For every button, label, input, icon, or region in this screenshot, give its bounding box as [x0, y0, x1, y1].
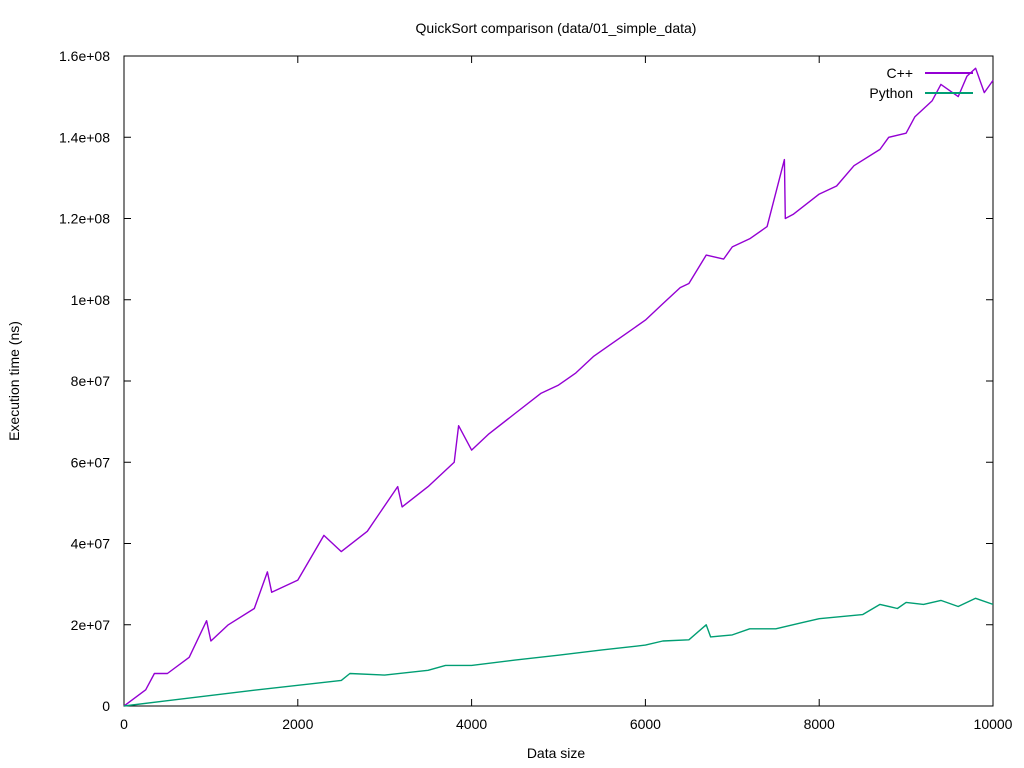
x-tick-label: 2000: [282, 716, 313, 732]
legend-label: C++: [887, 65, 913, 81]
x-tick-label: 6000: [630, 716, 661, 732]
y-tick-label: 0: [102, 698, 110, 714]
x-tick-label: 10000: [974, 716, 1013, 732]
y-tick-label: 8e+07: [71, 373, 111, 389]
y-tick-label: 1.2e+08: [59, 211, 110, 227]
x-tick-label: 0: [120, 716, 128, 732]
legend: C++ Python: [869, 65, 973, 101]
legend-label: Python: [869, 85, 913, 101]
y-tick-label: 6e+07: [71, 454, 111, 470]
x-tick-label: 8000: [804, 716, 835, 732]
y-tick-label: 2e+07: [71, 617, 111, 633]
x-axis-label: Data size: [527, 745, 586, 761]
x-tick-label: 4000: [456, 716, 487, 732]
y-axis-label: Execution time (ns): [6, 321, 22, 441]
series-lines: [123, 67, 994, 707]
series-line-c-: [123, 67, 994, 707]
chart-title: QuickSort comparison (data/01_simple_dat…: [416, 20, 697, 36]
series-line-python: [123, 597, 994, 707]
y-tick-label: 1e+08: [71, 292, 111, 308]
y-tick-label: 4e+07: [71, 536, 111, 552]
x-tick-labels: 0 2000 4000 6000 8000 10000: [120, 716, 1013, 732]
y-tick-label: 1.4e+08: [59, 129, 110, 145]
y-tick-labels: 0 2e+07 4e+07 6e+07 8e+07 1e+08 1.2e+08 1.4e+08…: [59, 48, 110, 714]
y-tick-label: 1.6e+08: [59, 48, 110, 64]
